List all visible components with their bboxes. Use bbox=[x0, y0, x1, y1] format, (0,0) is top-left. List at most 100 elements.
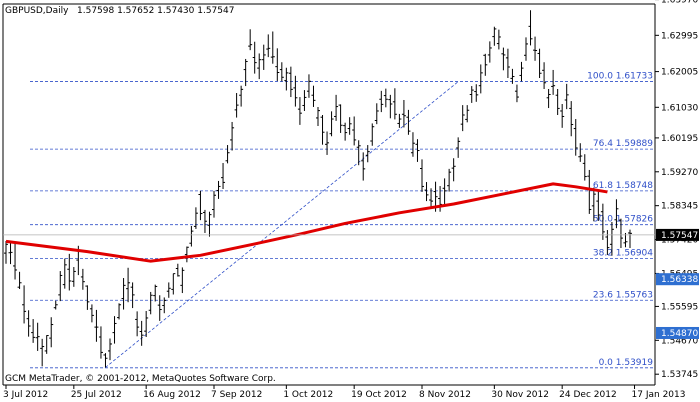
time-axis: 3 Jul 2012 25 Jul 2012 16 Aug 2012 7 Sep 20… bbox=[3, 385, 685, 400]
ohlc-bar bbox=[266, 34, 271, 58]
price-tick-label: 1.54670 bbox=[661, 336, 698, 346]
ohlc-bar bbox=[325, 131, 330, 155]
ohlc-bar bbox=[175, 263, 180, 277]
ohlc-bar bbox=[239, 85, 244, 107]
ohlc-bar bbox=[496, 29, 501, 50]
price-marker-box bbox=[656, 228, 699, 241]
ohlc-bar bbox=[4, 241, 8, 264]
fib-trendline[interactable] bbox=[105, 81, 459, 368]
ohlc-bar bbox=[58, 271, 63, 302]
ohlc-bar bbox=[135, 311, 140, 337]
ohlc-bar bbox=[388, 94, 393, 119]
ohlc-bar bbox=[510, 68, 515, 84]
ohlc-bar bbox=[62, 258, 67, 289]
ohlc-bars bbox=[4, 10, 632, 368]
ohlc-bar bbox=[8, 242, 13, 265]
fib-level-label: 76.4 1.59889 bbox=[593, 139, 653, 149]
time-tick-label: 1 Oct 2012 bbox=[283, 390, 333, 400]
ohlc-bar bbox=[225, 145, 230, 164]
ohlc-bar bbox=[410, 132, 415, 157]
price-marker-box bbox=[656, 273, 699, 286]
fib-level-label: 61.8 1.58748 bbox=[593, 181, 653, 191]
ohlc-bar bbox=[112, 316, 117, 344]
ohlc-bar bbox=[487, 41, 492, 63]
ohlc-bar bbox=[420, 159, 424, 192]
ohlc-bar bbox=[533, 36, 538, 61]
ohlc-bar bbox=[334, 94, 339, 121]
ohlc-bar bbox=[519, 61, 524, 82]
ohlc-bar bbox=[424, 182, 429, 202]
ohlc-bar bbox=[94, 309, 99, 342]
ohlc-bar bbox=[465, 105, 470, 123]
ohlc-bar bbox=[212, 190, 216, 218]
ohlc-bar bbox=[53, 300, 58, 310]
ohlc-bar bbox=[284, 67, 289, 91]
ohlc-bar bbox=[618, 218, 623, 248]
fib-level-label: 0.0 1.53919 bbox=[599, 358, 654, 368]
ohlc-bar bbox=[609, 221, 614, 256]
ohlc-bar bbox=[71, 267, 76, 287]
ohlc-bar bbox=[221, 162, 226, 190]
price-markers: 1.57547 1.56338 1.54870 bbox=[3, 228, 699, 339]
price-marker-box bbox=[656, 326, 699, 339]
ohlc-bar bbox=[180, 267, 185, 294]
ohlc-bar bbox=[514, 84, 519, 103]
ohlc-bar bbox=[103, 353, 108, 368]
fib-level-label: 50.0 1.57826 bbox=[593, 215, 653, 225]
ohlc-bar bbox=[148, 291, 153, 315]
ohlc-bar bbox=[302, 90, 307, 111]
ohlc-bar bbox=[40, 338, 45, 367]
ohlc-bar bbox=[492, 26, 497, 46]
price-tick-label: 1.62005 bbox=[661, 68, 698, 78]
time-tick-label: 30 Nov 2012 bbox=[491, 390, 549, 400]
ohlc-bar bbox=[311, 85, 316, 107]
ohlc-bar bbox=[171, 273, 176, 295]
ohlc-bar bbox=[600, 203, 605, 240]
ohlc-bar bbox=[98, 326, 103, 359]
ohlc-bar bbox=[352, 116, 357, 146]
price-tick-label: 1.60195 bbox=[661, 134, 698, 144]
ohlc-bar bbox=[202, 209, 207, 233]
ohlc-bar bbox=[370, 123, 375, 146]
ohlc-bar bbox=[614, 199, 619, 229]
ohlc-bar bbox=[166, 282, 171, 298]
ohlc-bar bbox=[153, 284, 158, 302]
ohlc-bar bbox=[257, 53, 262, 80]
ohlc-bar bbox=[374, 103, 379, 125]
time-tick-label: 8 Nov 2012 bbox=[419, 390, 471, 400]
ohlc-bar bbox=[542, 62, 547, 89]
ohlc-bar bbox=[252, 41, 257, 74]
ohlc-bar bbox=[270, 31, 275, 64]
ohlc-bar bbox=[85, 285, 90, 310]
ohlc-bar bbox=[279, 62, 284, 82]
ohlc-bar bbox=[293, 75, 298, 107]
time-tick-label: 17 Jan 2013 bbox=[632, 390, 686, 400]
ohlc-bar bbox=[117, 303, 122, 320]
ohlc-bar bbox=[130, 282, 135, 309]
fibonacci-retracement[interactable]: 100.0 1.61733 76.4 1.59889 61.8 1.58748 50.… bbox=[30, 72, 655, 369]
ohlc-bar bbox=[379, 90, 384, 113]
ohlc-bar bbox=[551, 69, 556, 95]
ohlc-bar bbox=[582, 154, 587, 181]
ohlc-bar bbox=[478, 64, 483, 94]
ohlc-bar bbox=[451, 158, 456, 182]
chart-title: GBPUSD,Daily bbox=[5, 6, 69, 16]
ohlc-bar bbox=[108, 338, 112, 361]
ohlc-bar bbox=[139, 320, 144, 346]
ohlc-bar bbox=[537, 48, 542, 79]
ohlc-bar bbox=[596, 189, 601, 221]
price-tick-label: 1.58345 bbox=[661, 202, 698, 212]
ohlc-bar bbox=[275, 48, 280, 81]
time-tick-label: 25 Jul 2012 bbox=[71, 390, 122, 400]
moving-average-layer bbox=[5, 182, 608, 263]
ohlc-bar bbox=[591, 187, 596, 222]
ohlc-bar bbox=[429, 188, 434, 208]
ohlc-bar bbox=[415, 139, 420, 162]
ohlc-bar bbox=[442, 178, 447, 205]
ohlc-bar bbox=[460, 105, 465, 132]
ohlc-bar bbox=[573, 119, 578, 156]
time-tick-label: 3 Jul 2012 bbox=[3, 390, 48, 400]
price-marker-label: 1.56338 bbox=[661, 275, 698, 285]
ohlc-bar bbox=[67, 253, 72, 291]
